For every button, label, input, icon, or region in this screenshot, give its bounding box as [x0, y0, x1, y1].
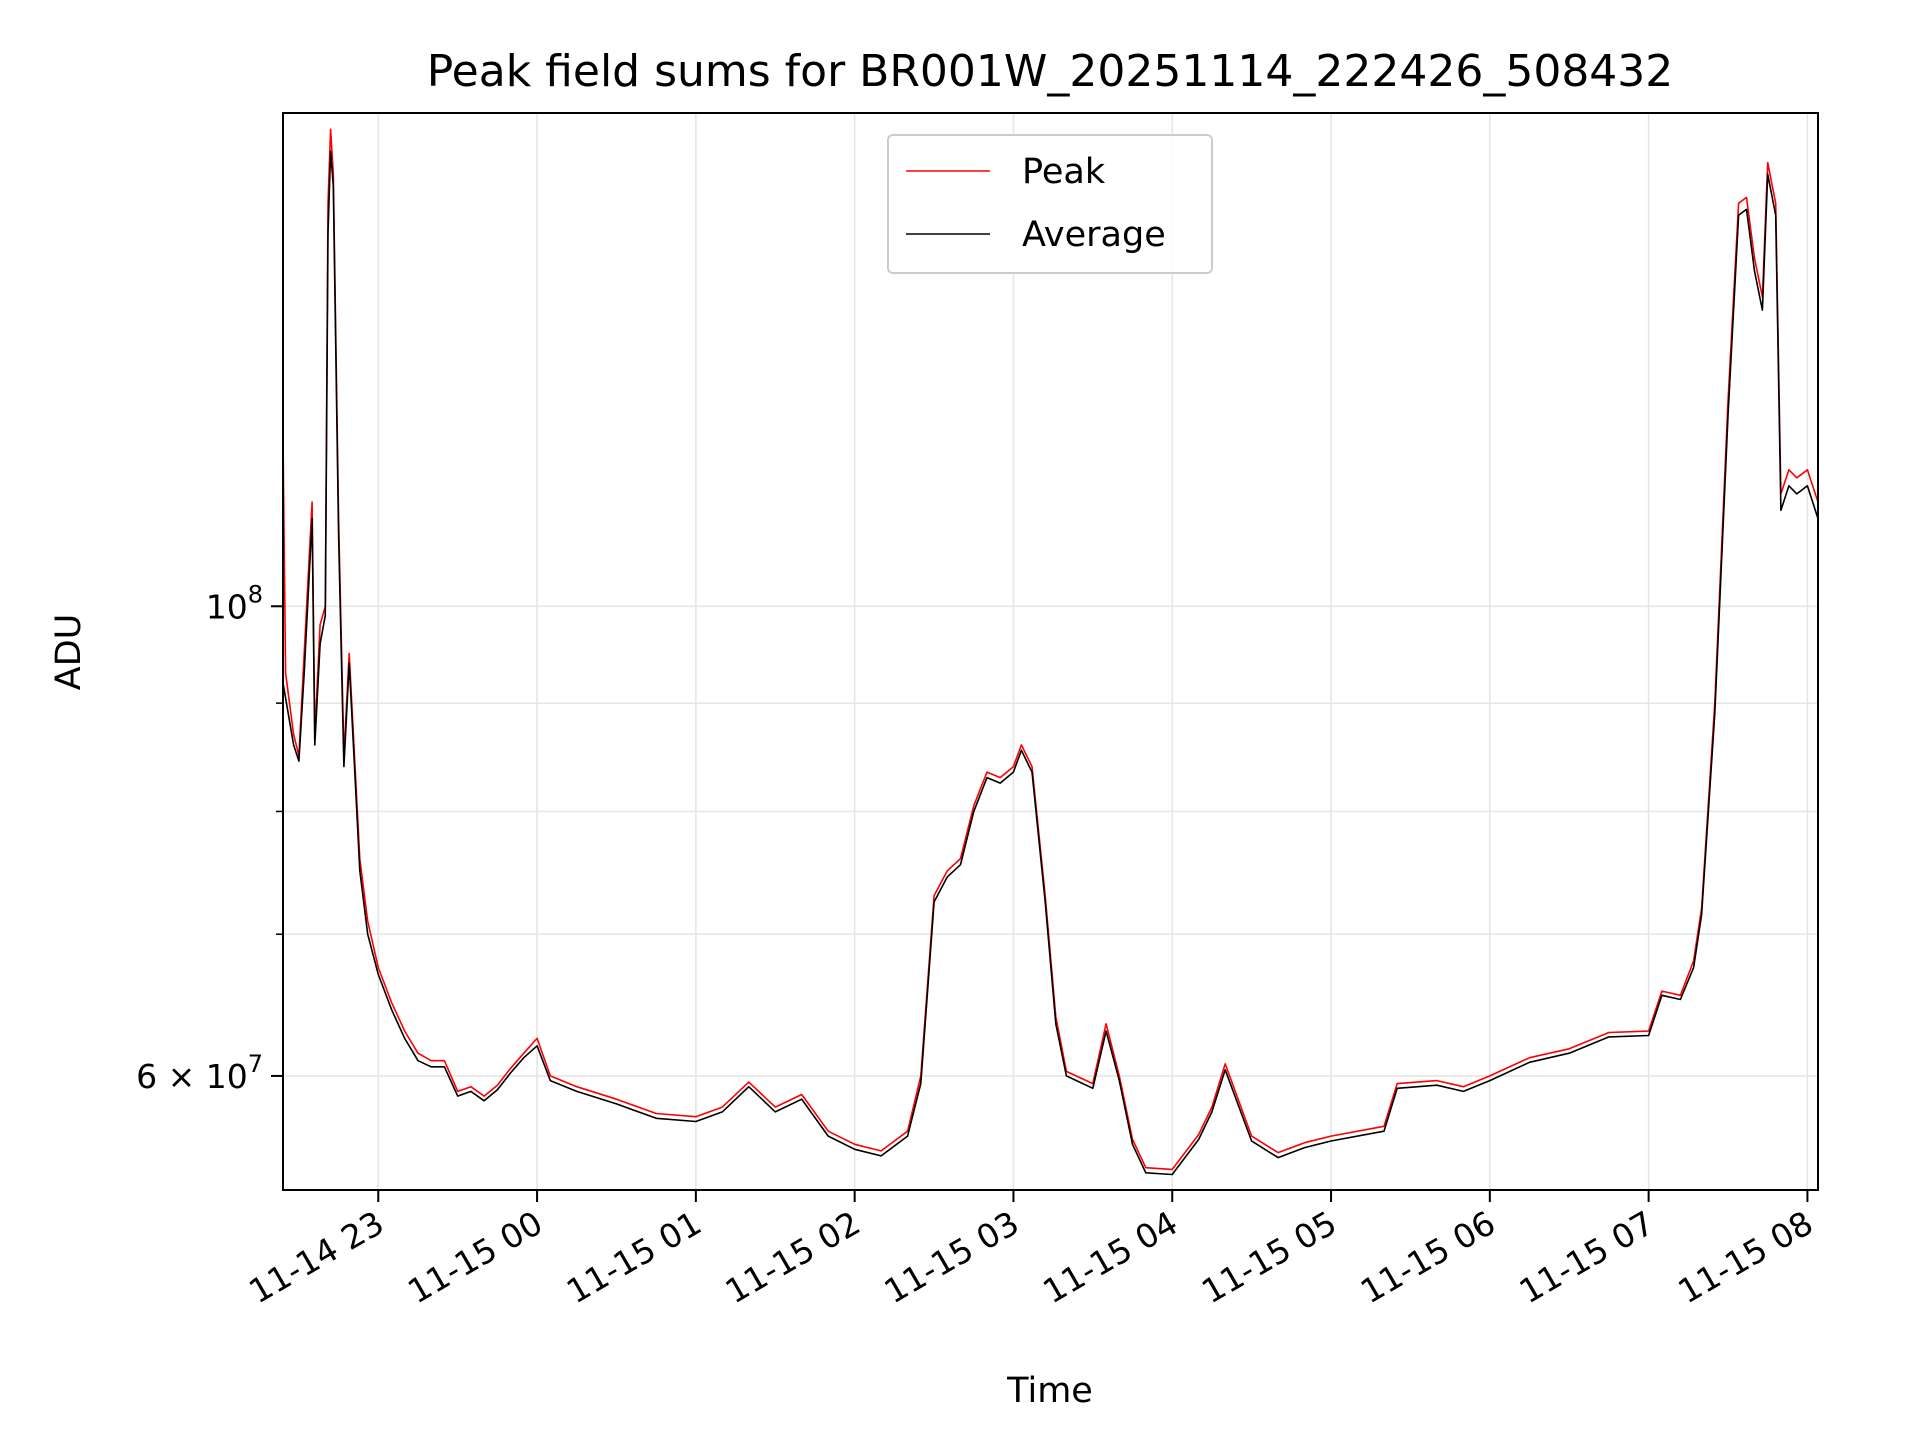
series-line-average [282, 150, 1819, 1176]
y-tick-label-exponent: 7 [248, 1050, 263, 1078]
chart-title: Peak field sums for BR001W_20251114_2224… [427, 46, 1674, 97]
y-tick-label: 6 × 107 [136, 1050, 263, 1096]
legend-label-peak: Peak [1022, 152, 1106, 192]
y-tick-label: 108 [206, 580, 263, 626]
grid-layer [283, 113, 1818, 1190]
x-axis-label: Time [1006, 1371, 1093, 1411]
y-tick-label-exponent: 8 [248, 580, 263, 608]
y-axis-label: ADU [49, 614, 89, 691]
series-layer [282, 128, 1819, 1176]
y-tick-label-base: 6 × 10 [136, 1057, 248, 1096]
legend: Peak Average [887, 134, 1213, 274]
plot-frame [282, 112, 1819, 1191]
legend-label-average: Average [1022, 215, 1166, 255]
y-tick-label-base: 10 [206, 587, 248, 626]
legend-box [887, 134, 1213, 274]
